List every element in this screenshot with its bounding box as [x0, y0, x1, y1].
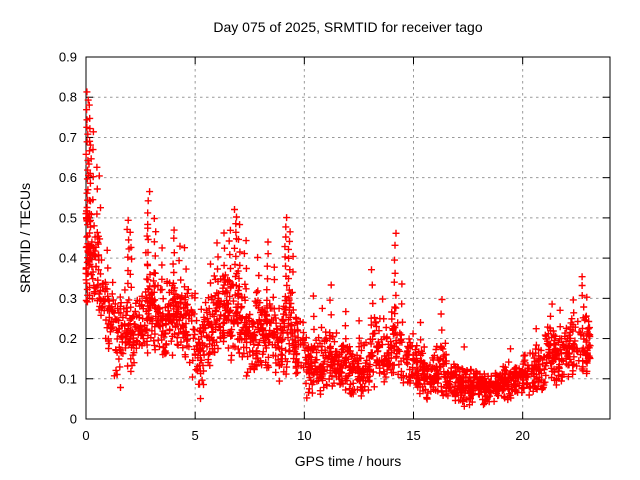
x-tick-label: 10	[297, 428, 311, 443]
y-tick-label: 0.5	[59, 210, 77, 225]
y-tick-label: 0.2	[59, 331, 77, 346]
y-tick-label: 0.4	[59, 251, 77, 266]
y-tick-label: 0.6	[59, 170, 77, 185]
x-tick-label: 20	[515, 428, 529, 443]
chart-title: Day 075 of 2025, SRMTID for receiver tag…	[213, 19, 483, 35]
x-tick-label: 5	[192, 428, 199, 443]
y-tick-label: 0.1	[59, 371, 77, 386]
data-points-srmtid	[82, 88, 594, 410]
y-tick-label: 0.8	[59, 90, 77, 105]
y-tick-label: 0.3	[59, 291, 77, 306]
x-tick-label: 15	[406, 428, 420, 443]
x-tick-label: 0	[82, 428, 89, 443]
plot-border	[85, 56, 611, 420]
y-tick-label: 0.9	[59, 50, 77, 65]
y-tick-label: 0.7	[59, 130, 77, 145]
x-axis-label: GPS time / hours	[294, 453, 402, 469]
y-tick-label: 0	[70, 412, 77, 427]
